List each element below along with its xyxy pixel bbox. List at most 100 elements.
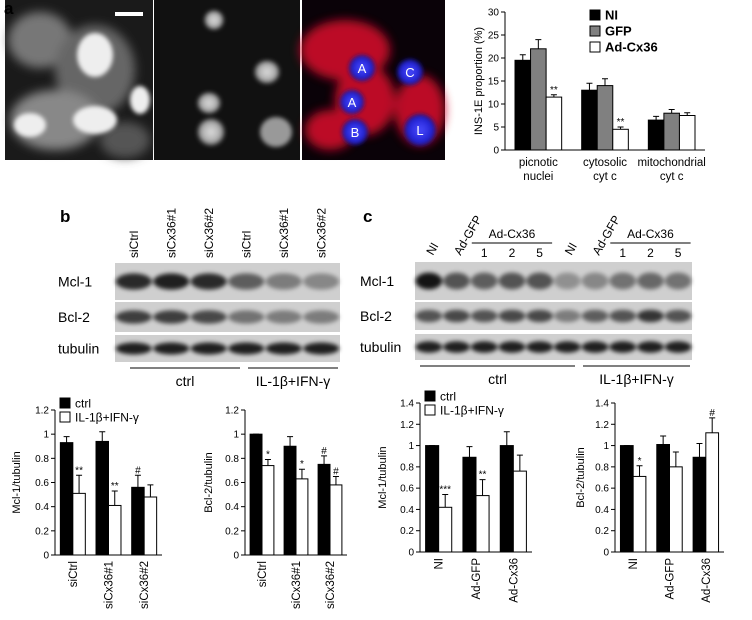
band	[303, 273, 340, 290]
bar	[705, 432, 720, 553]
y-tick-label: 1	[603, 441, 609, 452]
legend-label: NI	[605, 8, 618, 23]
y-tick-label: 1.4	[595, 399, 609, 410]
sublane-label: 5	[536, 246, 543, 260]
band	[443, 309, 470, 323]
bar	[329, 484, 343, 556]
group-label: IL-1β+IFN-γ	[599, 371, 674, 387]
y-tick-label: 1	[43, 430, 49, 441]
y-axis-label: Mcl-1/tubulin	[377, 446, 389, 508]
y-tick-label: 0.4	[400, 505, 414, 516]
western-blot-b: Mcl-1 Bcl-2 tubulin ctrl IL-1β+IFN-γ siCtrl si…	[58, 208, 340, 389]
significance: **	[479, 470, 487, 481]
x-tick-label: siCx36#1	[291, 561, 303, 609]
significance: #	[333, 466, 339, 477]
band	[498, 341, 526, 353]
micrograph-nuclei	[154, 0, 300, 160]
panel-label: a	[4, 0, 14, 18]
error-bar	[684, 112, 691, 116]
bar	[581, 89, 598, 151]
bar	[514, 59, 532, 151]
bar	[596, 85, 614, 151]
bands	[115, 342, 340, 355]
y-axis-label: Bcl-2/tubulin	[203, 452, 215, 513]
bar	[632, 475, 647, 553]
y-tick-label: 1.4	[400, 399, 414, 410]
error-bar	[442, 494, 449, 508]
band	[190, 342, 227, 355]
bar	[530, 48, 547, 151]
error-bar	[76, 474, 83, 494]
legend-label: IL-1β+IFN-γ	[440, 404, 504, 418]
bar	[249, 433, 263, 556]
band	[609, 309, 637, 323]
error-bar	[332, 475, 339, 485]
legend-swatch	[589, 9, 601, 21]
band	[609, 272, 637, 290]
y-tick-label: 0	[43, 551, 49, 562]
bar	[283, 445, 297, 556]
y-tick-label: 1.2	[225, 406, 239, 417]
y-tick-label: 0.2	[400, 526, 414, 537]
bar	[317, 463, 331, 556]
image-label: B	[351, 125, 360, 140]
band	[609, 341, 637, 353]
error-bar	[602, 78, 608, 86]
bar	[619, 445, 634, 553]
bar	[425, 445, 440, 553]
band	[415, 309, 443, 323]
y-tick-label: 30	[488, 8, 500, 19]
bar	[131, 486, 145, 556]
y-tick-label: 0.2	[35, 526, 49, 537]
band	[526, 309, 553, 323]
x-tick-label: Ad-GFP	[471, 558, 483, 600]
x-tick-label: Ad-Cx36	[508, 558, 520, 603]
error-bar	[660, 435, 667, 445]
error-bar	[636, 465, 643, 477]
sublane-label: 1	[619, 246, 626, 260]
lane-label: siCtrl	[127, 231, 141, 258]
bar	[678, 115, 696, 151]
blot-strip	[115, 302, 340, 332]
bands	[415, 341, 692, 353]
blot-row-label: tubulin	[360, 339, 401, 355]
lane-label: siCx36#1	[277, 208, 291, 258]
band	[265, 273, 302, 290]
band	[190, 310, 227, 324]
band	[115, 273, 152, 290]
y-tick-label: 0.2	[595, 526, 609, 537]
bar	[475, 495, 490, 553]
band	[415, 272, 443, 290]
error-bar	[321, 455, 328, 465]
band	[153, 310, 190, 324]
error-bar	[696, 442, 703, 458]
lane-label: siCx36#2	[314, 208, 328, 258]
lane-label: NI	[562, 240, 580, 257]
error-bar	[479, 479, 486, 496]
error-bar	[519, 54, 526, 61]
band	[526, 341, 553, 353]
y-tick-label: 25	[488, 31, 500, 42]
x-tick-label: mitochondrial cyt c	[637, 157, 705, 183]
bar	[499, 445, 514, 553]
blot-row-label: tubulin	[58, 341, 99, 357]
band	[470, 341, 498, 353]
legend-label: ctrl	[440, 390, 456, 404]
bar-chart: 0 0.2 0.4 0.6 0.8 1 1.2 Bcl-2/tubulin siCtrl * siC…	[203, 406, 347, 609]
bands	[415, 272, 692, 290]
western-blot-c: Mcl-1 Bcl-2 tubulin ctrl IL-1β+IFN-γ NI Ad-GFP…	[360, 213, 692, 387]
bar	[545, 96, 563, 151]
significance: **	[550, 85, 558, 96]
bar	[295, 478, 309, 556]
y-axis-label: INS-1E proportion (%)	[473, 27, 485, 135]
image-label: A	[348, 95, 357, 110]
y-axis-label: Mcl-1/tubulin	[11, 451, 23, 513]
significance: **	[617, 117, 625, 128]
lane-label: Ad-Cx36	[627, 227, 674, 241]
x-tick-label: siCtrl	[68, 561, 80, 587]
band	[228, 310, 265, 324]
band	[581, 341, 609, 353]
legend-swatch	[424, 404, 436, 416]
bar	[663, 112, 680, 151]
error-bar	[550, 94, 557, 98]
